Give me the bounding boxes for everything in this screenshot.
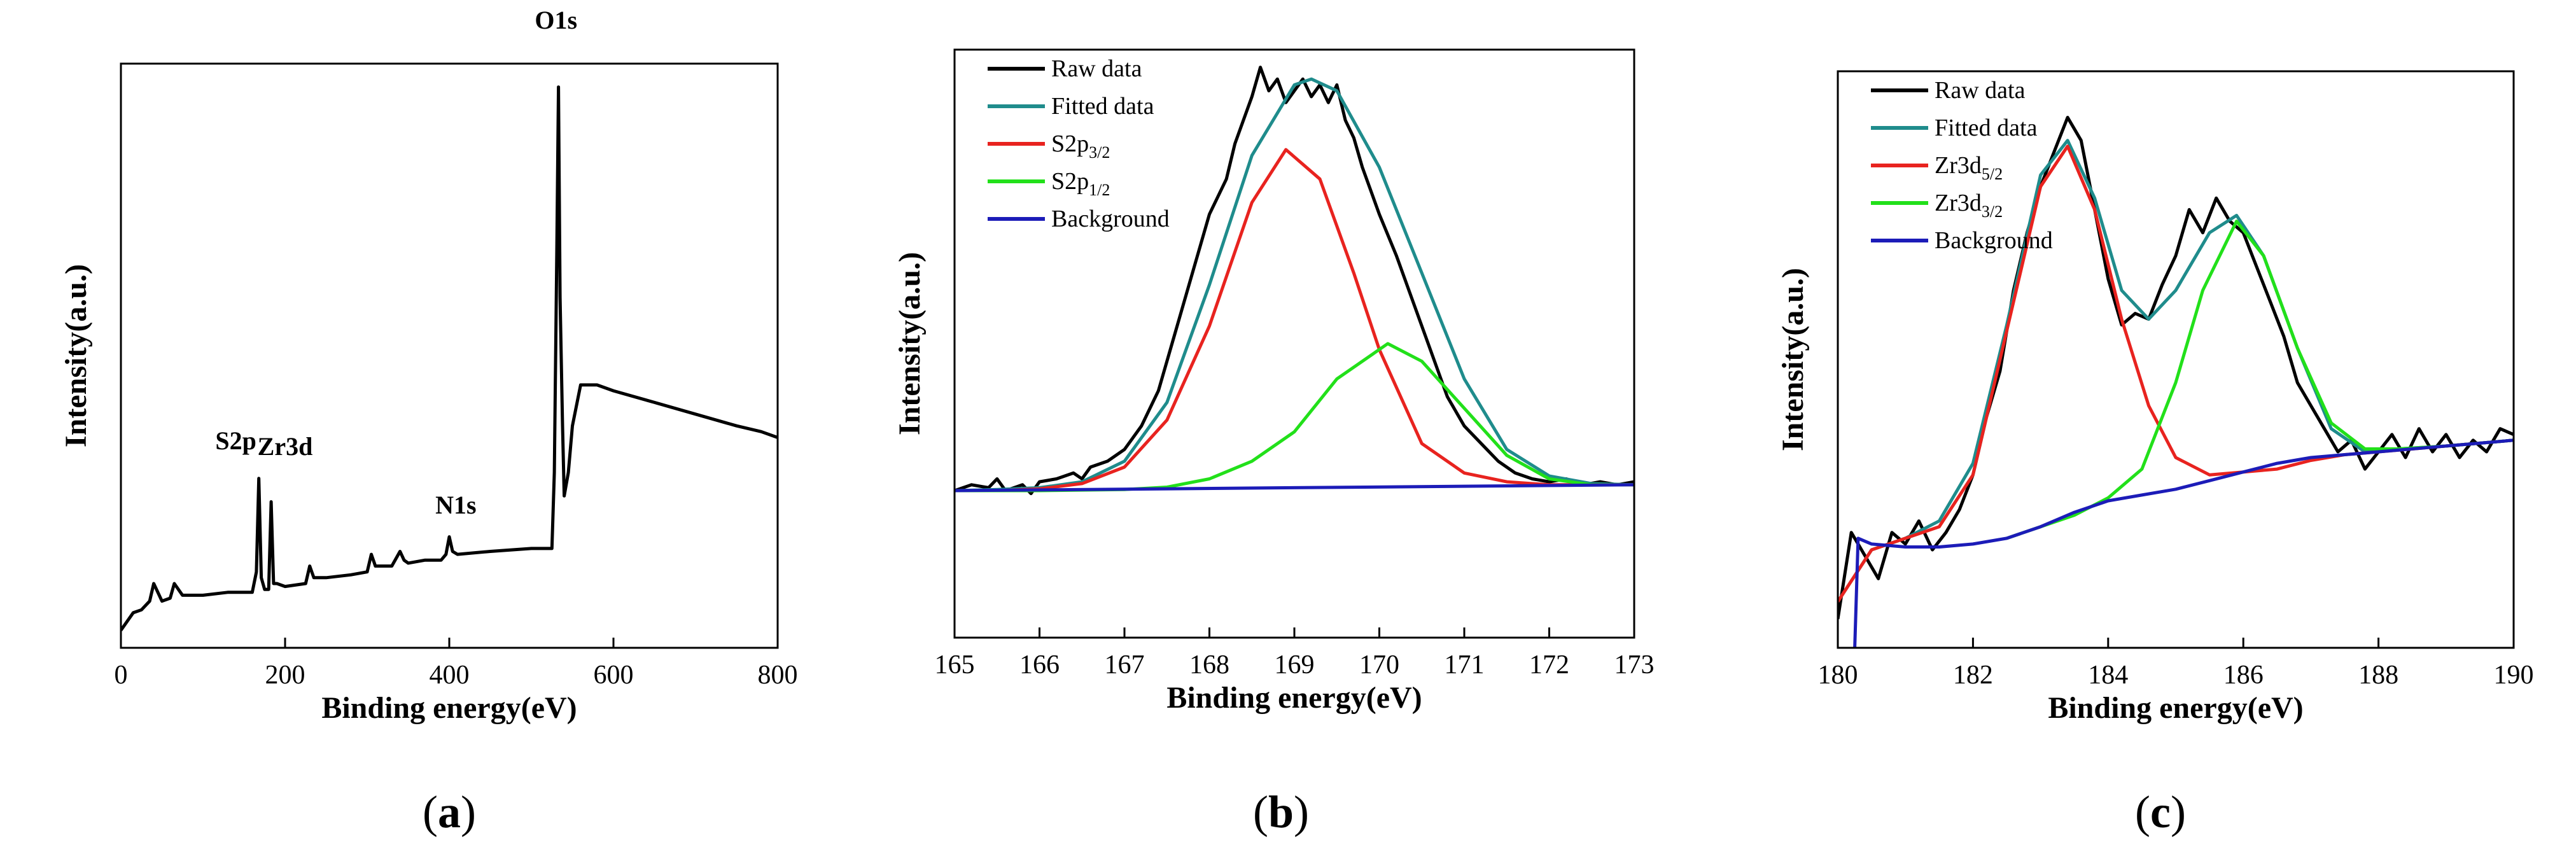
x-tick-label: 200 xyxy=(265,661,305,690)
series-line-raw-data xyxy=(1838,116,2514,620)
x-tick-label: 173 xyxy=(1614,650,1655,680)
plot-frame xyxy=(120,62,779,649)
legend-label: Background xyxy=(1051,206,1170,232)
x-tick-label: 600 xyxy=(594,661,634,690)
plot-area xyxy=(121,85,778,631)
legend-label: S2p3/2 xyxy=(1051,130,1110,162)
x-tick-label: 167 xyxy=(1105,650,1145,680)
series-line-s2p3-2 xyxy=(955,148,1634,493)
legend-label: Zr3d3/2 xyxy=(1935,190,2003,221)
x-tick-label: 172 xyxy=(1529,650,1569,680)
x-tick-label: 180 xyxy=(1818,661,1858,690)
panel-caption: (b) xyxy=(1253,787,1309,837)
x-axis-title: Binding energy(eV) xyxy=(1166,681,1422,715)
legend: Raw data Fitted data Zr3d5/2 Zr3d3/2 Backgro… xyxy=(1871,77,2053,254)
x-tick-label: 166 xyxy=(1019,650,1060,680)
x-axis-title: Binding energy(eV) xyxy=(2048,691,2303,725)
plot-area xyxy=(1838,116,2514,648)
x-tick-label: 186 xyxy=(2223,661,2264,690)
legend-label: Background xyxy=(1935,227,2053,254)
legend: Raw data Fitted data S2p3/2 S2p1/2 Backgroun… xyxy=(988,55,1170,232)
x-tick-label: 168 xyxy=(1189,650,1229,680)
x-tick-label: 169 xyxy=(1275,650,1315,680)
legend-label: Raw data xyxy=(1935,77,2026,104)
chart-panel-c: 180 182 184 186 188 190 Binding energy(eV) Inte… xyxy=(1776,70,2534,837)
x-tick-label: 165 xyxy=(935,650,975,680)
x-tick-label: 400 xyxy=(430,661,470,690)
x-tick-label: 170 xyxy=(1359,650,1399,680)
x-tick-label: 184 xyxy=(2088,661,2128,690)
legend-label: S2p1/2 xyxy=(1051,168,1110,199)
plot-frame xyxy=(1837,70,2515,649)
x-tick-label: 800 xyxy=(758,661,798,690)
series-line-fitted-data xyxy=(1838,139,2514,603)
peak-label: S2p xyxy=(215,426,256,455)
series-line-background xyxy=(955,483,1634,493)
panel-caption: (a) xyxy=(423,787,476,837)
peak-label: N1s xyxy=(435,491,476,519)
legend-label: Zr3d5/2 xyxy=(1935,152,2003,183)
panel-caption: (c) xyxy=(2135,787,2186,837)
x-tick-label: 188 xyxy=(2358,661,2398,690)
legend-label: Fitted data xyxy=(1935,115,2038,141)
x-tick-label: 0 xyxy=(115,661,128,690)
series-line-fitted-data xyxy=(955,77,1634,493)
y-axis-title: Intensity(a.u.) xyxy=(893,252,927,435)
x-tick-label: 190 xyxy=(2494,661,2534,690)
legend-label: Fitted data xyxy=(1051,93,1154,120)
x-axis-title: Binding energy(eV) xyxy=(321,691,577,725)
x-tick-label: 182 xyxy=(1953,661,1993,690)
peak-label: O1s xyxy=(535,6,577,34)
legend-label: Raw data xyxy=(1051,55,1142,82)
y-axis-title: Intensity(a.u.) xyxy=(59,264,93,447)
peak-label: Zr3d xyxy=(258,432,313,461)
series-line-s2p1-2 xyxy=(955,342,1634,493)
chart-panel-b: 165 166 167 168 169 170 171 172 173 Binding energ… xyxy=(893,48,1655,837)
x-tick-label: 171 xyxy=(1445,650,1485,680)
y-axis-title: Intensity(a.u.) xyxy=(1776,268,1810,451)
chart-panel-a: 0 200 400 600 800 Binding energy(eV) Intensity… xyxy=(59,6,798,837)
series-line-zr3d3-2 xyxy=(2006,220,2514,540)
series-line-spectrum xyxy=(121,85,778,631)
series-line-background xyxy=(1853,438,2514,648)
plot-area xyxy=(955,66,1634,496)
series-line-raw-data xyxy=(955,66,1634,496)
